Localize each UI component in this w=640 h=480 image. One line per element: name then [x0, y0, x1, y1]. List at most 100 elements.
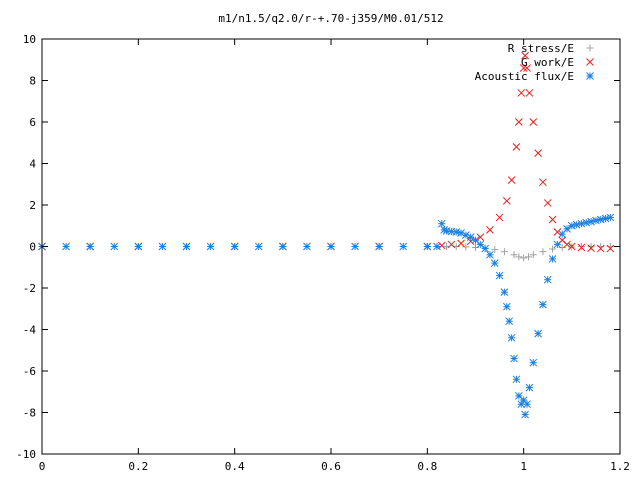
x-tick-label: 0.4 [225, 460, 245, 473]
y-tick-label: -10 [16, 448, 36, 461]
data-point [577, 243, 586, 252]
x-tick-label: 0.8 [417, 460, 437, 473]
data-point [601, 214, 610, 223]
data-point [423, 242, 432, 251]
y-tick-label: -8 [23, 407, 36, 420]
data-point [486, 250, 494, 259]
data-point [529, 358, 538, 367]
data-point [577, 219, 586, 228]
data-point [539, 178, 547, 187]
data-point [505, 317, 514, 326]
data-point [534, 149, 542, 157]
y-tick-label: 8 [29, 75, 36, 88]
data-point [510, 251, 518, 259]
data-point [525, 89, 534, 97]
data-point [523, 400, 531, 409]
data-point [457, 239, 465, 248]
data-point [572, 220, 581, 229]
data-point [563, 225, 571, 233]
data-point [437, 219, 446, 228]
data-point [587, 243, 595, 250]
data-point [525, 383, 534, 392]
data-point [592, 216, 600, 225]
data-point [548, 255, 557, 263]
data-point [549, 245, 557, 253]
data-point [182, 242, 191, 251]
data-point [278, 242, 287, 251]
data-point [519, 396, 528, 404]
data-point [491, 246, 499, 254]
y-tick-label: 4 [29, 158, 36, 171]
series-0 [38, 243, 614, 262]
data-point [596, 244, 605, 253]
data-point [517, 89, 526, 97]
x-tick-label: 1 [520, 460, 527, 473]
y-tick-label: 10 [23, 33, 36, 46]
x-tick-label: 0.2 [128, 460, 148, 473]
legend-marker [586, 58, 594, 66]
data-point [558, 244, 566, 252]
data-point [529, 118, 538, 126]
data-point [577, 243, 585, 250]
data-point [486, 226, 494, 234]
data-point [351, 242, 359, 251]
data-point [399, 242, 408, 251]
data-point [476, 233, 485, 242]
data-point [158, 242, 167, 251]
y-tick-label: 6 [29, 116, 36, 129]
data-point [495, 213, 504, 222]
legend-label: R stress/E [508, 42, 574, 55]
y-tick-label: 2 [29, 199, 36, 212]
data-point [466, 233, 475, 242]
data-point [500, 288, 509, 297]
data-point [507, 333, 516, 342]
series-layer [38, 51, 615, 419]
data-point [548, 215, 557, 224]
data-point [512, 143, 521, 151]
data-point [134, 242, 143, 251]
data-point [327, 242, 335, 251]
data-point [606, 213, 615, 222]
axes-layer: 0 0.2 0.4 0.6 0.8 1 1.2 10 8 6 4 2 0 -2 -4 -6 -8 -10 [16, 33, 630, 473]
data-point [230, 242, 239, 251]
data-point [510, 354, 518, 363]
series-2 [38, 213, 615, 419]
data-point [606, 244, 615, 253]
legend-label: G work/E [521, 56, 574, 69]
data-point [543, 275, 552, 284]
y-tick-label: -4 [23, 324, 37, 337]
data-point [521, 410, 529, 419]
x-tick-label: 0.6 [321, 460, 341, 473]
legend-marker [586, 72, 594, 80]
data-point [481, 244, 489, 253]
y-tick-label: -6 [23, 365, 36, 378]
data-point [539, 248, 547, 256]
x-tick-label: 0 [39, 460, 46, 473]
data-point [490, 259, 499, 267]
data-point [375, 242, 384, 251]
data-point [500, 248, 508, 256]
data-point [452, 228, 461, 236]
data-point [567, 221, 576, 230]
data-point [62, 242, 70, 251]
data-point [462, 243, 470, 251]
data-point [524, 253, 532, 261]
data-point [539, 300, 547, 309]
data-point [520, 254, 528, 262]
data-point [529, 251, 537, 259]
data-point [495, 271, 504, 280]
data-point [534, 329, 542, 338]
data-point [582, 218, 591, 227]
data-point [543, 199, 552, 207]
chart-title: m1/n1.5/q2.0/r-+.70-j359/M0.01/512 [218, 12, 443, 25]
legend-label: Acoustic flux/E [475, 70, 574, 83]
data-point [433, 242, 441, 251]
data-point [515, 253, 523, 261]
data-point [514, 118, 523, 126]
x-tick-label: 1.2 [610, 460, 630, 473]
data-point [587, 244, 595, 253]
data-point [447, 240, 456, 249]
data-point [502, 302, 511, 311]
